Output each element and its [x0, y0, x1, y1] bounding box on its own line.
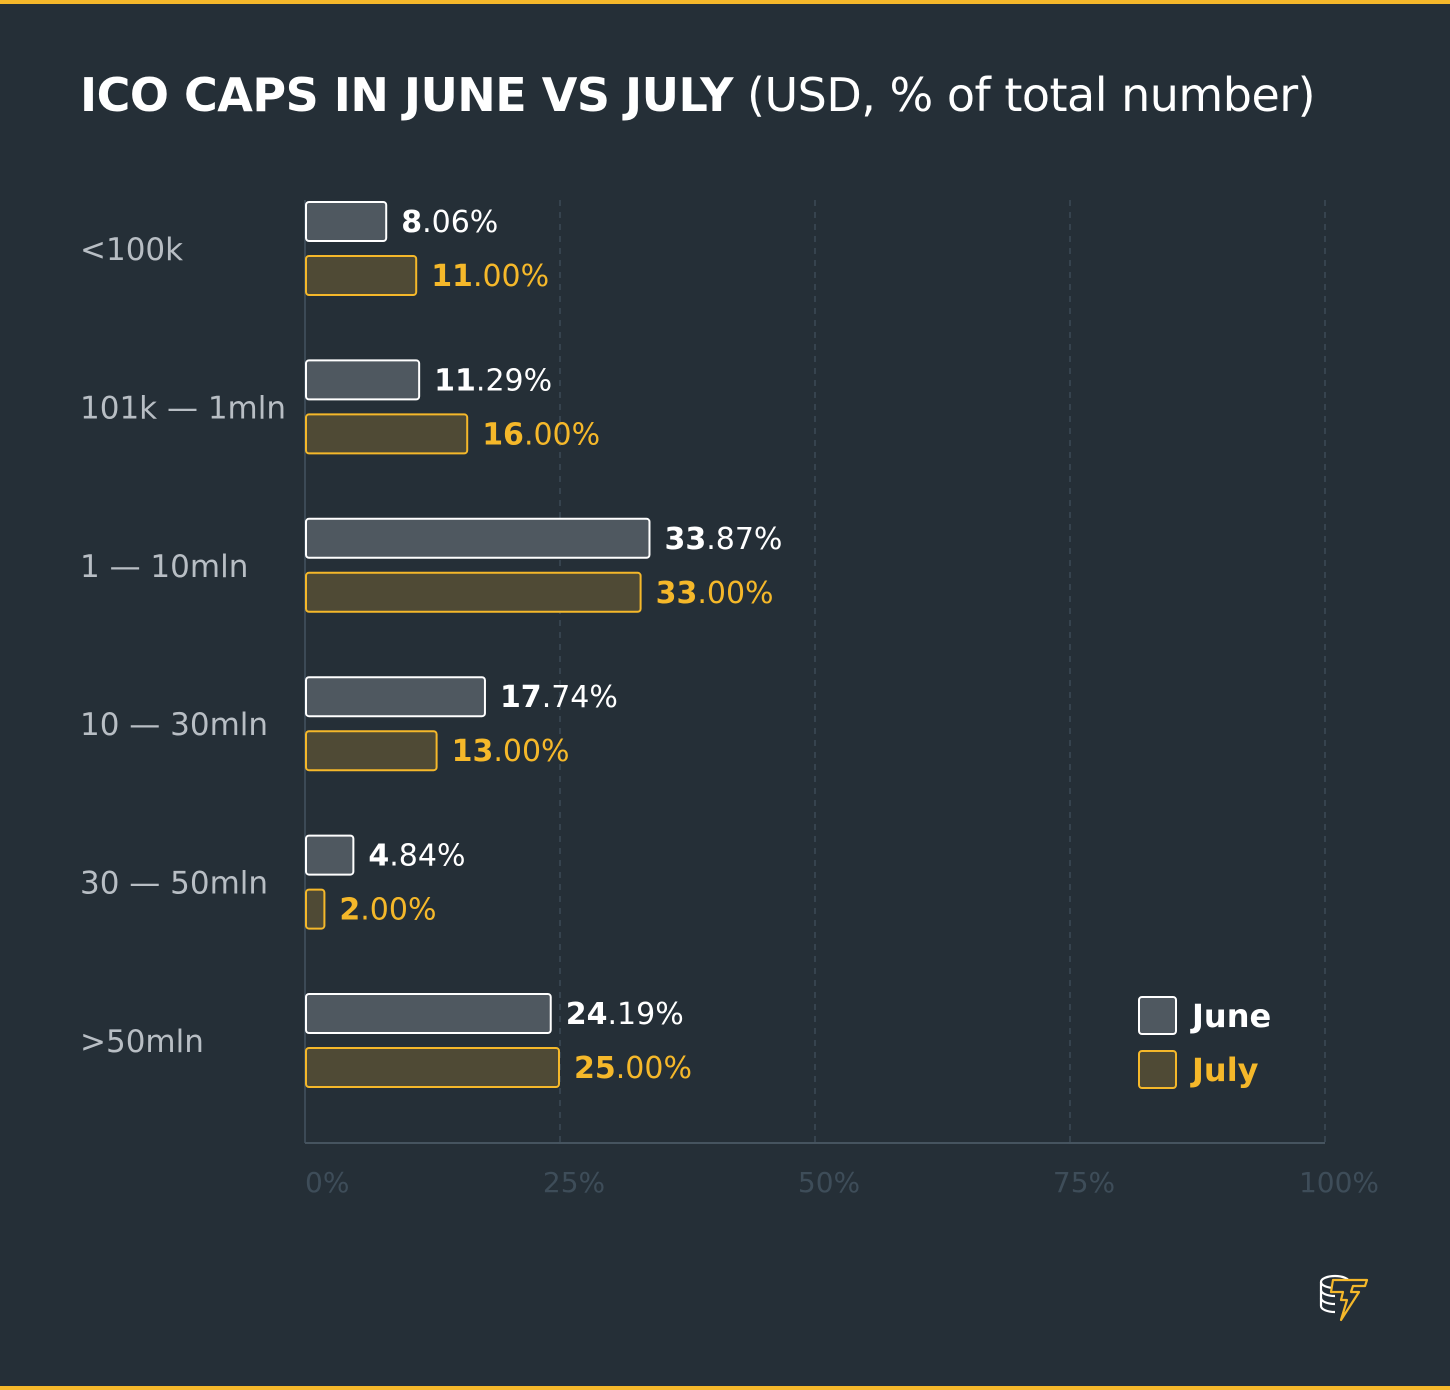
category-label: 101k — 1mln	[80, 390, 286, 426]
bar-july	[305, 1047, 560, 1088]
legend-label-july: July	[1190, 1051, 1259, 1089]
data-label-decimal: .87%	[706, 522, 782, 557]
legend-label-june: June	[1190, 997, 1271, 1035]
category-label: 1 — 10mln	[80, 549, 248, 585]
data-label-decimal: .00%	[360, 893, 436, 928]
data-label-integer: 13	[452, 734, 494, 769]
data-label-integer: 8	[401, 205, 422, 240]
data-label-decimal: .06%	[422, 205, 498, 240]
data-label-july: 16.00%	[482, 417, 600, 452]
data-label-july: 25.00%	[574, 1051, 692, 1086]
data-label-decimal: .00%	[493, 734, 569, 769]
category-label: 30 — 50mln	[80, 866, 268, 902]
bar-june	[305, 359, 421, 401]
chart-subtitle: (USD, % of total number)	[747, 68, 1316, 122]
data-label-june: 8.06%	[401, 205, 498, 240]
data-label-july: 13.00%	[452, 734, 570, 769]
data-label-integer: 25	[574, 1051, 616, 1086]
data-label-integer: 33	[664, 522, 706, 557]
data-label-july: 11.00%	[431, 259, 549, 294]
chart-title: ICO CAPS IN JUNE VS JULY (USD, % of tota…	[80, 68, 1316, 122]
bar-june	[305, 676, 486, 718]
data-label-integer: 11	[434, 363, 476, 398]
data-label-june: 24.19%	[566, 997, 684, 1032]
data-label-decimal: .00%	[473, 259, 549, 294]
legend-swatch-july	[1138, 1050, 1177, 1089]
data-label-decimal: .19%	[607, 997, 683, 1032]
x-tick-label: 25%	[543, 1166, 605, 1199]
x-tick-label: 75%	[1053, 1166, 1115, 1199]
bar-july	[305, 571, 642, 613]
data-label-integer: 4	[368, 839, 389, 874]
x-tick-label: 100%	[1299, 1166, 1379, 1199]
bar-june	[305, 201, 388, 242]
category-label: 10 — 30mln	[80, 707, 268, 743]
x-tick-label: 50%	[798, 1166, 860, 1199]
data-label-decimal: .74%	[542, 680, 618, 715]
data-label-integer: 24	[566, 997, 608, 1032]
x-tick-label: 0%	[305, 1166, 349, 1199]
data-label-june: 4.84%	[368, 839, 465, 874]
coins-lightning-logo	[1319, 1274, 1369, 1322]
data-label-integer: 2	[339, 893, 360, 928]
bar-june	[305, 517, 651, 559]
data-label-july: 2.00%	[339, 893, 436, 928]
data-label-integer: 16	[482, 417, 524, 452]
data-label-decimal: .84%	[389, 839, 465, 874]
category-label: <100k	[80, 232, 183, 268]
top-accent-border	[0, 0, 1450, 4]
bottom-accent-border	[0, 1386, 1450, 1390]
data-label-integer: 33	[656, 576, 698, 611]
data-label-decimal: .00%	[697, 576, 773, 611]
bar-july	[305, 255, 418, 296]
bar-july	[305, 730, 438, 772]
bar-july	[305, 413, 469, 455]
data-label-june: 11.29%	[434, 363, 552, 398]
bar-july	[305, 888, 326, 930]
category-label: >50mln	[80, 1024, 204, 1060]
chart-title-main: ICO CAPS IN JUNE VS JULY	[80, 68, 733, 122]
data-label-integer: 11	[431, 259, 473, 294]
data-label-june: 33.87%	[664, 522, 782, 557]
data-label-decimal: .00%	[524, 417, 600, 452]
data-label-decimal: .29%	[476, 363, 552, 398]
data-label-july: 33.00%	[656, 576, 774, 611]
bar-june	[305, 993, 552, 1034]
data-label-integer: 17	[500, 680, 542, 715]
data-label-decimal: .00%	[616, 1051, 692, 1086]
legend-swatch-june	[1138, 996, 1177, 1035]
data-label-june: 17.74%	[500, 680, 618, 715]
bar-june	[305, 834, 355, 876]
